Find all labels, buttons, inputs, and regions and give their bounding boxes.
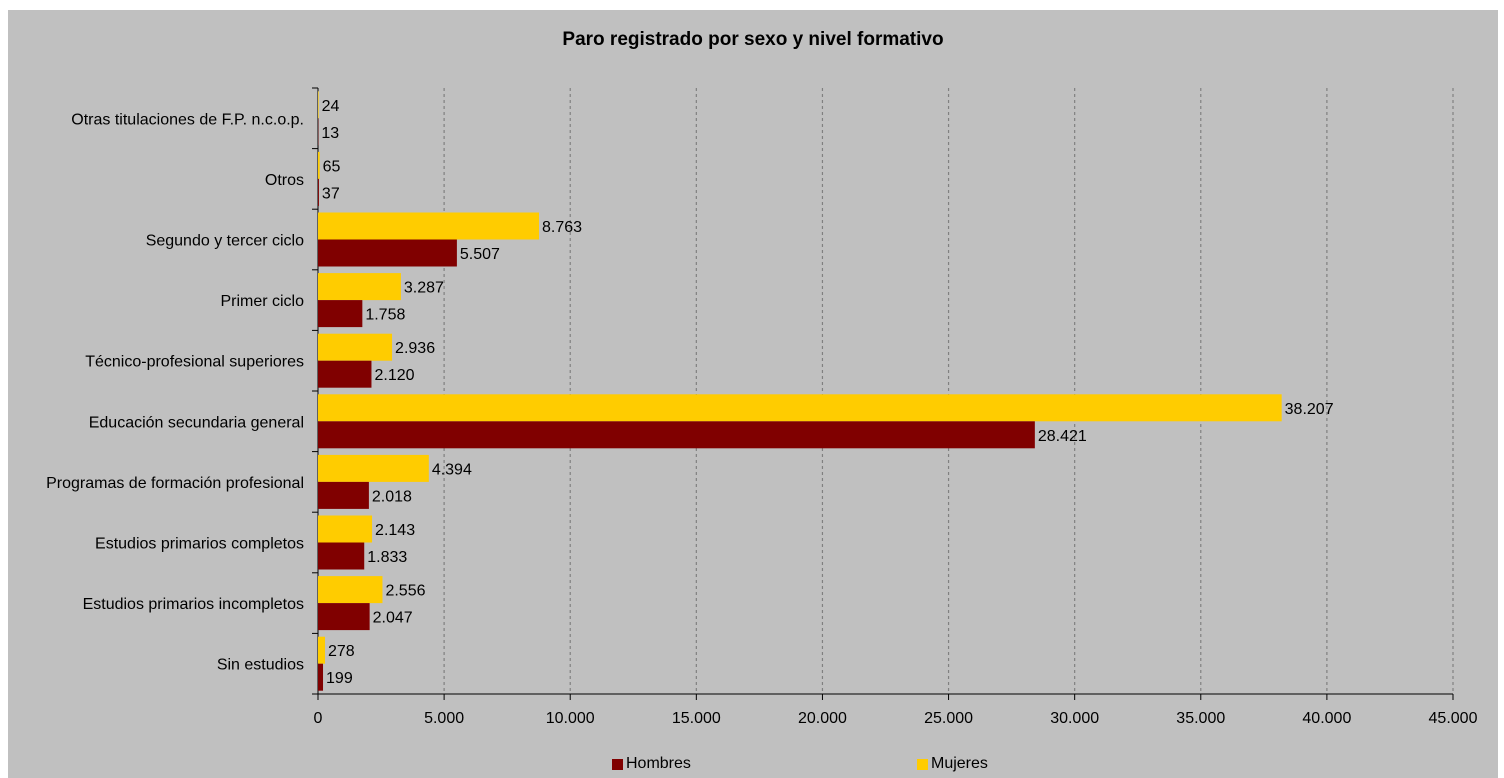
category-label: Otras titulaciones de F.P. n.c.o.p. <box>71 111 304 128</box>
legend-item-hombres: Hombres <box>612 755 691 773</box>
bar-mujeres <box>318 515 373 543</box>
x-tick-label: 20.000 <box>798 710 847 727</box>
x-tick-label: 45.000 <box>1429 710 1478 727</box>
data-label-mujeres: 278 <box>328 643 355 660</box>
x-tick-label: 40.000 <box>1302 710 1351 727</box>
data-label-mujeres: 4.394 <box>432 461 472 478</box>
bar-hombres <box>318 421 1035 449</box>
legend-label-hombres: Hombres <box>626 755 691 772</box>
data-label-hombres: 37 <box>322 185 340 202</box>
bar-hombres <box>318 300 363 328</box>
category-label: Primer ciclo <box>220 293 304 310</box>
category-label: Educación secundaria general <box>89 414 304 431</box>
data-label-mujeres: 65 <box>323 158 341 175</box>
category-label: Técnico-profesional superiores <box>85 354 304 371</box>
category-label: Segundo y tercer ciclo <box>146 233 304 250</box>
category-label: Otros <box>265 172 304 189</box>
chart-area <box>8 10 1498 778</box>
bar-mujeres <box>318 454 429 482</box>
bar-mujeres <box>318 576 383 604</box>
legend-swatch-hombres <box>612 758 623 770</box>
x-tick-label: 5.000 <box>424 710 464 727</box>
data-label-mujeres: 2.936 <box>395 340 435 357</box>
bar-hombres <box>318 178 319 206</box>
data-label-mujeres: 24 <box>322 98 340 115</box>
legend-item-mujeres: Mujeres <box>917 755 988 773</box>
bar-hombres <box>318 542 365 570</box>
data-label-hombres: 1.758 <box>365 307 405 324</box>
data-label-mujeres: 2.143 <box>375 522 415 539</box>
data-label-hombres: 2.047 <box>373 610 413 627</box>
data-label-hombres: 2.018 <box>372 488 412 505</box>
data-label-hombres: 199 <box>326 670 353 687</box>
legend-swatch-mujeres <box>917 758 928 770</box>
category-label: Sin estudios <box>217 657 304 674</box>
category-label: Estudios primarios completos <box>95 536 304 553</box>
data-label-mujeres: 38.207 <box>1285 401 1334 418</box>
bar-hombres <box>318 603 370 631</box>
data-label-mujeres: 3.287 <box>404 280 444 297</box>
data-label-mujeres: 8.763 <box>542 219 582 236</box>
category-label: Programas de formación profesional <box>46 475 304 492</box>
x-tick-label: 30.000 <box>1050 710 1099 727</box>
data-label-hombres: 28.421 <box>1038 428 1087 445</box>
x-tick-label: 15.000 <box>672 710 721 727</box>
category-label: Estudios primarios incompletos <box>83 596 304 613</box>
data-label-hombres: 1.833 <box>367 549 407 566</box>
bar-hombres <box>318 239 457 267</box>
data-label-hombres: 5.507 <box>460 246 500 263</box>
bar-hombres <box>318 481 369 509</box>
bar-hombres <box>318 663 324 691</box>
bar-mujeres <box>318 394 1282 422</box>
bar-mujeres <box>318 151 320 179</box>
bar-mujeres <box>318 91 319 119</box>
bar-mujeres <box>318 333 393 361</box>
data-label-mujeres: 2.556 <box>385 583 425 600</box>
x-tick-label: 10.000 <box>546 710 595 727</box>
bar-mujeres <box>318 212 540 240</box>
chart-title: Paro registrado por sexo y nivel formati… <box>562 29 944 50</box>
x-tick-label: 35.000 <box>1176 710 1225 727</box>
x-tick-label: 0 <box>314 710 323 727</box>
legend-label-mujeres: Mujeres <box>931 755 988 772</box>
bar-mujeres <box>318 636 326 664</box>
data-label-hombres: 2.120 <box>374 367 414 384</box>
bar-hombres <box>318 360 372 388</box>
bar-mujeres <box>318 273 401 301</box>
data-label-hombres: 13 <box>321 125 339 142</box>
x-tick-label: 25.000 <box>924 710 973 727</box>
